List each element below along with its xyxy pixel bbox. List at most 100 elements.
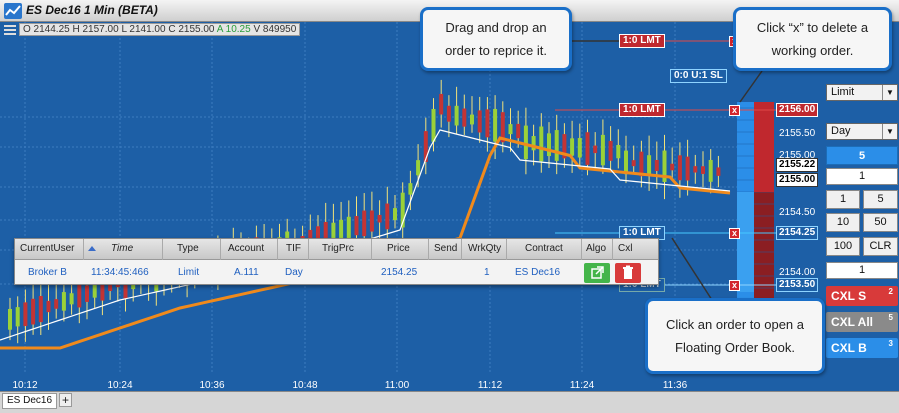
last-price-tag: 2155.22 <box>776 158 819 172</box>
delete-order-bottom-x-icon[interactable]: x <box>729 280 740 291</box>
quantity-display[interactable]: 5 <box>826 146 898 165</box>
candle-body <box>31 298 36 325</box>
time-axis-label: 10:12 <box>12 380 37 391</box>
price-axis-label: 2154.00 <box>779 267 816 278</box>
order-tag-top[interactable]: 1:0 LMT <box>619 34 665 48</box>
qty-1-button[interactable]: 1 <box>826 190 860 209</box>
candle-body <box>670 163 675 171</box>
cancel-buys-label: CXL B <box>831 341 867 355</box>
qty-50-button[interactable]: 50 <box>863 213 898 232</box>
col-time[interactable]: Time <box>111 243 134 254</box>
candle-body <box>600 134 605 166</box>
candle-body <box>69 293 74 305</box>
candle-body <box>8 308 12 330</box>
order-tag-sell[interactable]: 1:0 LMT <box>619 103 665 117</box>
time-axis-label: 11:00 <box>385 380 410 391</box>
candle-body <box>516 123 521 139</box>
cancel-order-button[interactable] <box>615 263 641 283</box>
candle-body <box>562 134 567 159</box>
qty-5-button[interactable]: 5 <box>863 190 898 209</box>
candle-body <box>431 108 436 142</box>
order-entry-panel: Limit ▼ Day ▼ 5 1 1 5 10 50 100 CLR 1 CX… <box>822 80 899 391</box>
callout-pointer-delete <box>739 70 763 103</box>
cell-time: 11:34:45:466 <box>91 267 149 278</box>
cancel-buys-count: 3 <box>888 339 893 348</box>
candle-body <box>339 219 344 241</box>
clear-button[interactable]: CLR <box>863 237 898 256</box>
delete-order-buy-x-icon[interactable]: x <box>729 228 740 239</box>
candle-body <box>570 138 575 156</box>
col-cxl[interactable]: Cxl <box>618 243 633 254</box>
order-type-value: Limit <box>831 86 855 98</box>
time-axis-label: 10:48 <box>292 380 317 391</box>
qty-100-button[interactable]: 100 <box>826 237 860 256</box>
candle-body <box>46 300 51 313</box>
qty-10-button[interactable]: 10 <box>826 213 860 232</box>
col-send[interactable]: Send <box>434 243 458 254</box>
candle-body <box>446 105 451 122</box>
cancel-sells-button[interactable]: CXL S 2 <box>826 286 898 306</box>
candle-body <box>701 166 705 174</box>
candle-body <box>23 302 28 327</box>
disclosed-qty-field[interactable]: 1 <box>826 262 898 279</box>
candle-body <box>693 166 698 173</box>
col-tif[interactable]: TIF <box>286 243 301 254</box>
ohlc-open: O 2144.25 <box>23 24 70 35</box>
ohlc-high: H 2157.00 <box>72 24 119 35</box>
candle-body <box>77 285 82 308</box>
candle-body <box>100 276 105 301</box>
sort-ascending-icon[interactable] <box>88 246 96 251</box>
col-contract[interactable]: Contract <box>525 243 563 254</box>
candle-body <box>439 93 444 115</box>
candle-body <box>54 299 59 309</box>
add-tab-button[interactable]: + <box>59 393 72 407</box>
quantity-field[interactable]: 1 <box>826 168 898 185</box>
col-account[interactable]: Account <box>228 243 265 254</box>
close-price-tag: 2155.00 <box>776 173 819 187</box>
col-current-user[interactable]: CurrentUser <box>20 243 75 254</box>
col-wrk-qty[interactable]: WrkQty <box>468 243 502 254</box>
candle-body <box>677 155 682 181</box>
col-trig-price[interactable]: TrigPrc <box>322 243 354 254</box>
tab-es-dec16[interactable]: ES Dec16 <box>2 393 58 409</box>
candle-body <box>61 292 66 311</box>
bid-ladder-active <box>737 192 754 292</box>
candle-body <box>531 136 536 151</box>
col-price[interactable]: Price <box>387 243 410 254</box>
col-type[interactable]: Type <box>177 243 199 254</box>
order-type-select[interactable]: Limit ▼ <box>826 84 898 101</box>
candle-body <box>508 124 513 135</box>
time-axis-label: 11:36 <box>663 380 688 391</box>
delete-order-sell-x-icon[interactable]: x <box>729 105 740 116</box>
callout-drag-reprice: Drag and drop an order to reprice it. <box>420 7 572 71</box>
hamburger-menu-icon[interactable] <box>4 25 16 35</box>
candle-body <box>346 216 351 240</box>
candle-body <box>108 280 113 292</box>
candle-body <box>639 151 644 177</box>
contract-tab-bar: ES Dec16 + <box>0 391 899 413</box>
callout-delete-order: Click “x” to delete a working order. <box>733 7 892 71</box>
floating-order-book[interactable]: CurrentUser Time Type Account TIF TrigPr… <box>14 238 659 285</box>
candle-body <box>462 108 467 127</box>
tif-select[interactable]: Day ▼ <box>826 123 898 140</box>
candle-body <box>85 285 89 302</box>
cell-wrk-qty: 1 <box>484 267 490 278</box>
cancel-all-button[interactable]: CXL All 5 <box>826 312 898 332</box>
candle-body <box>585 132 590 165</box>
position-tag[interactable]: 0:0 U:1 SL <box>670 69 727 83</box>
window-title: ES Dec16 1 Min (BETA) <box>26 3 158 17</box>
candle-body <box>547 133 551 157</box>
col-algo[interactable]: Algo <box>586 243 607 254</box>
candle-body <box>708 159 713 182</box>
candle-body <box>616 144 621 159</box>
candle-body <box>316 226 320 249</box>
buy-order-price-tag: 2154.25 <box>776 226 819 240</box>
cancel-buys-button[interactable]: CXL B 3 <box>826 338 898 358</box>
chevron-down-icon: ▼ <box>882 85 897 100</box>
candle-body <box>593 145 598 154</box>
algo-open-button[interactable] <box>584 263 610 283</box>
cancel-sells-label: CXL S <box>831 289 867 303</box>
candle-body <box>416 160 421 176</box>
candle-body <box>38 295 43 323</box>
